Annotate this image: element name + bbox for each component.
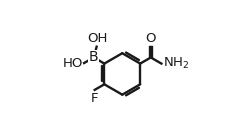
Text: OH: OH bbox=[87, 32, 107, 45]
Text: B: B bbox=[89, 51, 99, 64]
Text: O: O bbox=[146, 32, 156, 45]
Text: HO: HO bbox=[63, 57, 83, 70]
Text: NH$_2$: NH$_2$ bbox=[163, 56, 190, 71]
Text: F: F bbox=[91, 92, 98, 105]
